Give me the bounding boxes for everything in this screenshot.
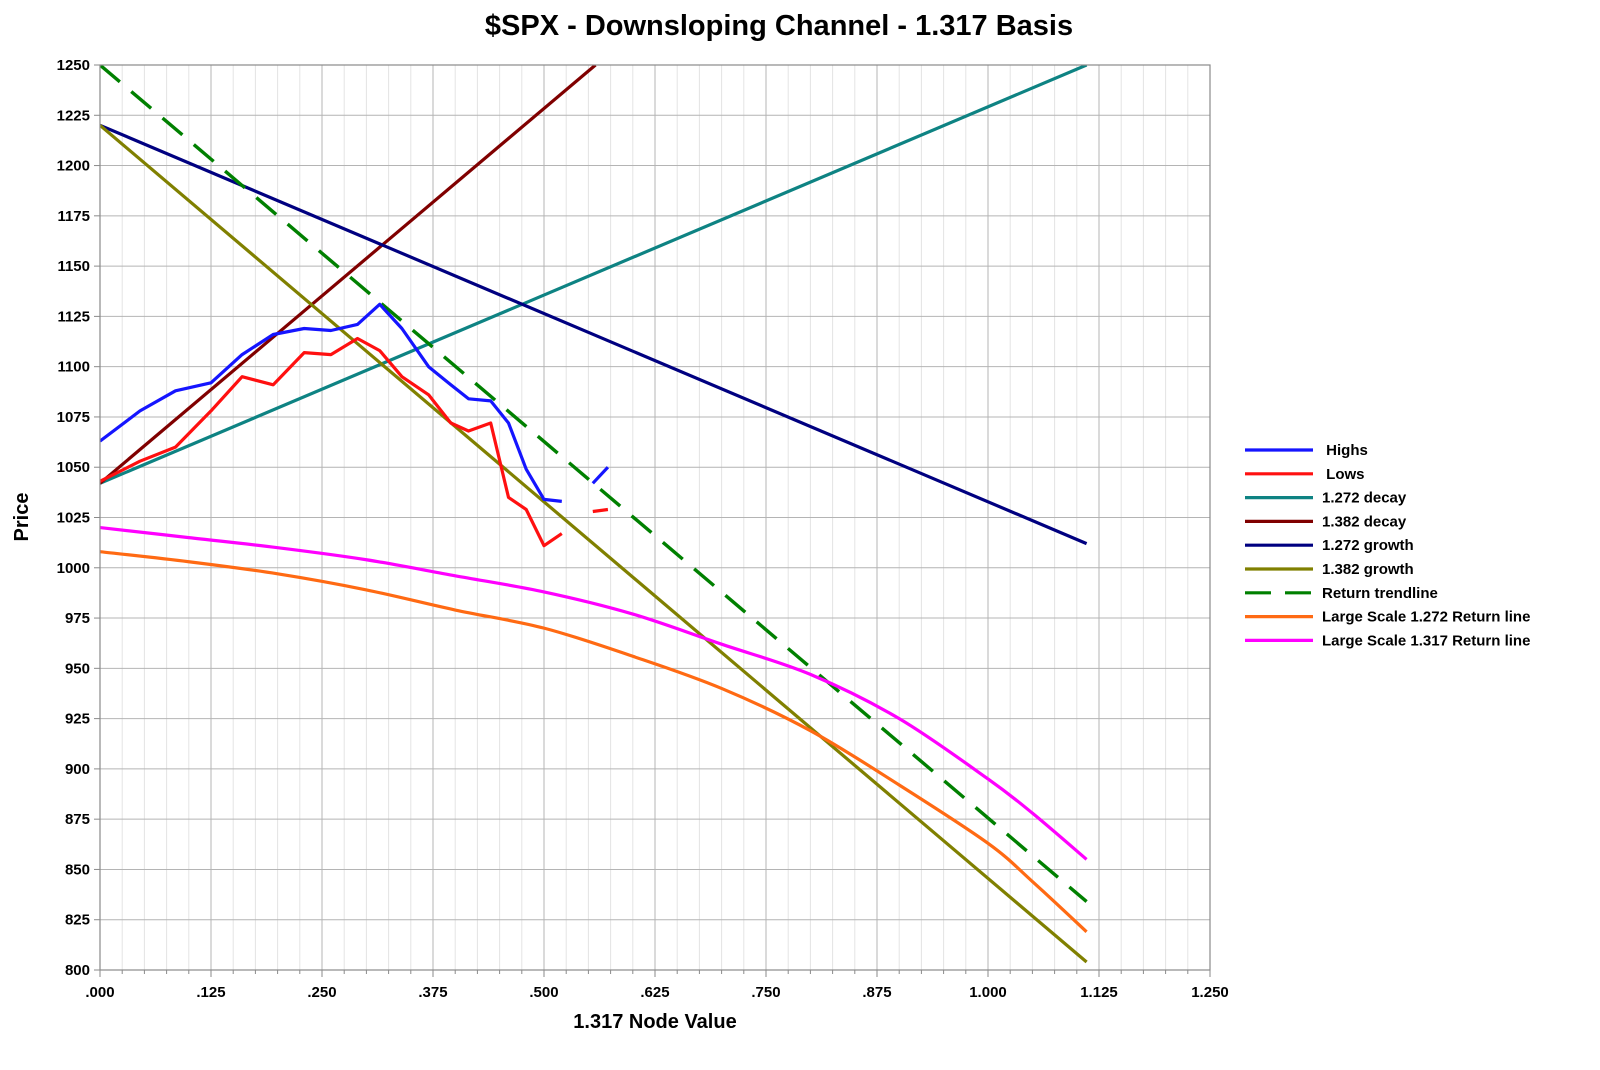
y-tick-label: 875 — [65, 811, 90, 828]
x-axis-title: 1.317 Node Value — [573, 1011, 736, 1033]
highs-series-segment-2 — [591, 466, 610, 485]
y-tick-label: 1025 — [57, 510, 90, 527]
x-tick-label: .875 — [862, 984, 891, 1001]
y-tick-label: 900 — [65, 761, 90, 778]
x-tick-label: 1.000 — [969, 984, 1007, 1001]
y-tick-label: 1200 — [57, 158, 90, 175]
y-tick-label: 1150 — [57, 258, 90, 275]
legend-label-1-382-decay: 1.382 decay — [1322, 513, 1407, 530]
x-tick-label: .375 — [418, 984, 447, 1001]
y-tick-label: 1050 — [57, 459, 90, 476]
chart-title: $SPX - Downsloping Channel - 1.317 Basis — [485, 10, 1073, 42]
return-trendline-series — [100, 65, 1088, 903]
legend-label-1-272-decay: 1.272 decay — [1322, 490, 1407, 507]
legend-label-return-trendline: Return trendline — [1322, 585, 1438, 602]
1-272-growth-series — [100, 123, 1088, 546]
y-tick-label: 925 — [65, 711, 90, 728]
y-tick-label: 1100 — [57, 359, 90, 376]
x-tick-label: 1.125 — [1080, 984, 1118, 1001]
1-272-decay-series — [100, 65, 1088, 485]
y-axis-title: Price — [11, 493, 33, 542]
1-382-decay-series — [100, 65, 597, 485]
x-tick-label: .000 — [85, 984, 114, 1001]
legend-label-highs: Highs — [1322, 442, 1368, 459]
legend-label-large-scale-1-317-return-line: Large Scale 1.317 Return line — [1322, 632, 1530, 649]
y-tick-label: 825 — [65, 912, 90, 929]
y-tick-label: 1075 — [57, 409, 90, 426]
x-tick-label: .250 — [307, 984, 336, 1001]
y-tick-label: 1225 — [57, 107, 90, 124]
y-tick-label: 1175 — [57, 208, 90, 225]
series-layer — [100, 65, 1088, 964]
legend-label-lows: Lows — [1322, 466, 1365, 483]
y-tick-label: 1250 — [57, 57, 90, 74]
y-tick-label: 975 — [65, 610, 90, 627]
axis-layer: .000 .125 .250 .375 .500 .625 .750 .875 1.000 1.1… — [57, 57, 1229, 1001]
x-tick-label: .500 — [529, 984, 558, 1001]
large-scale-1-317-return-line-series — [100, 525, 1088, 861]
grid-layer — [99, 64, 1211, 971]
y-tick-label: 850 — [65, 861, 90, 878]
highs-series-segment-1 — [100, 302, 562, 503]
legend: Highs Lows 1.272 decay 1.382 decay 1.272 gr… — [1245, 442, 1530, 649]
x-tick-label: .625 — [640, 984, 669, 1001]
x-tick-label: 1.250 — [1191, 984, 1229, 1001]
y-tick-label: 800 — [65, 962, 90, 979]
x-tick-label: .750 — [751, 984, 780, 1001]
y-tick-label: 1000 — [57, 560, 90, 577]
legend-label-1-272-growth: 1.272 growth — [1322, 537, 1414, 554]
1-382-growth-series — [100, 124, 1088, 964]
legend-label-large-scale-1-272-return-line: Large Scale 1.272 Return line — [1322, 609, 1530, 626]
large-scale-1-272-return-line-series — [100, 550, 1088, 933]
legend-label-1-382-growth: 1.382 growth — [1322, 561, 1414, 578]
lows-series-segment-1 — [100, 336, 563, 548]
x-tick-label: .125 — [196, 984, 225, 1001]
lows-series-segment-2 — [592, 507, 609, 514]
y-tick-label: 950 — [65, 660, 90, 677]
y-tick-label: 1125 — [57, 308, 90, 325]
